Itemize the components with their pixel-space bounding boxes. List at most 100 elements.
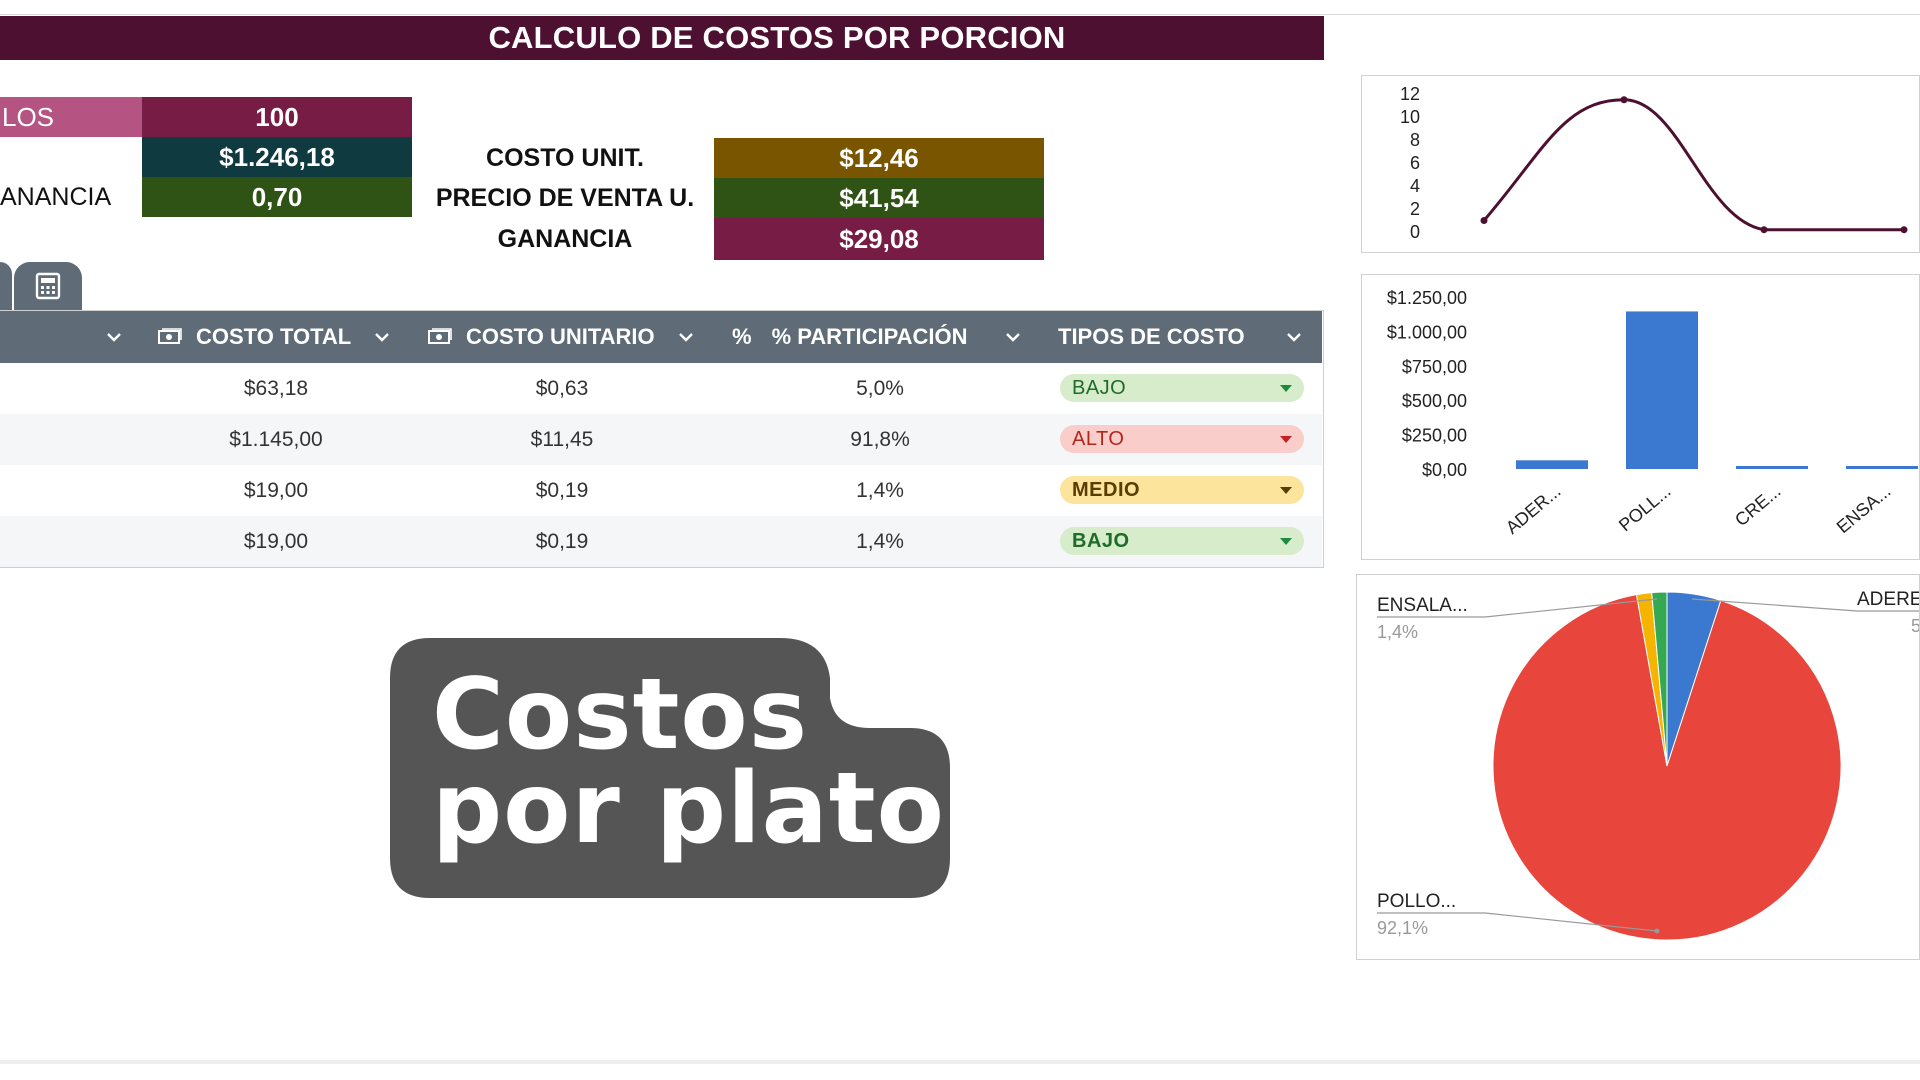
bar[interactable]: [1846, 466, 1918, 469]
line-ytick-label: 12: [1400, 84, 1420, 104]
th-costo-unitario[interactable]: COSTO UNITARIO: [428, 311, 655, 363]
costo-unit-value[interactable]: $12,46: [714, 138, 1044, 178]
cell-participacion[interactable]: 5,0%: [856, 376, 904, 400]
cell-participacion[interactable]: 1,4%: [856, 529, 904, 553]
cell-costo-total[interactable]: $19,00: [243, 529, 309, 553]
th-participacion-label: % PARTICIPACIÓN: [771, 324, 968, 349]
ganancia-label: GANANCIA: [497, 224, 633, 253]
chevron-down-icon[interactable]: [1003, 327, 1023, 347]
bar[interactable]: [1736, 466, 1808, 469]
pie-chart-svg: ENSALA... 1,4% ADERE 5 POLLO... 92,1%: [1377, 589, 1920, 941]
th-participacion[interactable]: % % PARTICIPACIÓN: [732, 311, 968, 363]
cell-costo-unitario[interactable]: $0,19: [535, 529, 589, 553]
summary-label-3: ANANCIA: [0, 182, 112, 211]
line-series: [1482, 98, 1904, 232]
table-row[interactable]: $63,18 $0,63 5,0% BAJO: [0, 363, 1322, 414]
dropdown-arrow-icon[interactable]: [1280, 487, 1292, 494]
chevron-down-icon[interactable]: [676, 327, 696, 347]
pie-leader-dot: [1654, 928, 1660, 934]
pie-chart[interactable]: ENSALA... 1,4% ADERE 5 POLLO... 92,1%: [1356, 574, 1920, 960]
cell-costo-unitario[interactable]: $11,45: [530, 427, 594, 451]
chevron-down-icon[interactable]: [1284, 327, 1304, 347]
precio-venta-label: PRECIO DE VENTA U.: [435, 183, 695, 212]
chevron-down-icon[interactable]: [372, 327, 392, 347]
line-point: [1760, 226, 1768, 234]
pie-leader-line: [1377, 598, 1658, 618]
cell-participacion[interactable]: 1,4%: [856, 478, 904, 502]
cell-costo-unitario[interactable]: $0,63: [535, 376, 589, 400]
bottom-divider: [0, 1060, 1920, 1064]
th-costo-total-label: COSTO TOTAL: [196, 324, 352, 349]
ganancia-value[interactable]: $29,08: [714, 218, 1044, 260]
tipo-chip[interactable]: BAJO: [1060, 527, 1304, 555]
line-ytick-label: 6: [1410, 153, 1420, 173]
line-ytick-label: 8: [1410, 130, 1420, 150]
summary-value-2[interactable]: $1.246,18: [142, 137, 412, 177]
chevron-down-icon[interactable]: [104, 327, 124, 347]
bar[interactable]: [1626, 311, 1698, 469]
table-tab-edge[interactable]: [0, 262, 12, 310]
line-point: [1620, 96, 1628, 104]
bar-ytick-label: $0,00: [1422, 460, 1467, 480]
th-costo-total[interactable]: COSTO TOTAL: [158, 311, 351, 363]
cell-costo-total[interactable]: $63,18: [243, 376, 309, 400]
tipo-chip[interactable]: ALTO: [1060, 425, 1304, 453]
percent-icon: %: [732, 324, 752, 349]
table-row[interactable]: $19,00 $0,19 1,4% MEDIO: [0, 465, 1322, 516]
bar-ytick-label: $1.250,00: [1387, 288, 1467, 308]
cell-costo-total[interactable]: $1.145,00: [229, 427, 323, 451]
overlay-line-2: por plato: [432, 752, 945, 866]
bar[interactable]: [1516, 460, 1588, 469]
bar-ytick-label: $750,00: [1402, 357, 1467, 377]
tipo-chip[interactable]: MEDIO: [1060, 476, 1304, 504]
table-header: COSTO TOTAL COSTO UNITARIO % % PARTICIPA…: [0, 311, 1322, 363]
overlay-title: Costos por plato: [432, 658, 945, 866]
pie-slice[interactable]: [1492, 594, 1842, 941]
line-point: [1900, 226, 1908, 234]
line-point: [1480, 217, 1488, 224]
line-ytick-label: 0: [1410, 222, 1420, 242]
th-tipos-costo[interactable]: TIPOS DE COSTO: [1058, 311, 1245, 363]
th-costo-unitario-label: COSTO UNITARIO: [466, 324, 655, 349]
money-icon: [158, 328, 182, 344]
money-icon: [428, 328, 452, 344]
table-row[interactable]: $19,00 $0,19 1,4% BAJO: [0, 516, 1322, 567]
pie-label: ADERE: [1857, 589, 1920, 610]
bar-chart-svg: $1.250,00 $1.000,00 $750,00 $500,00 $250,00 $…: [1387, 288, 1918, 538]
th-tipos-costo-label: TIPOS DE COSTO: [1058, 324, 1245, 349]
cell-participacion[interactable]: 91,8%: [850, 427, 910, 451]
sheet-title: CALCULO DE COSTOS POR PORCION: [488, 20, 1066, 55]
overlay-line-1: Costos: [432, 658, 809, 772]
pie-pct: 5: [1911, 616, 1920, 636]
table-view-tab[interactable]: [14, 262, 82, 310]
costo-unit-label: COSTO UNIT.: [486, 143, 644, 172]
tipo-chip-label: MEDIO: [1072, 478, 1141, 501]
summary-label-1-text: LOS: [2, 101, 55, 132]
bar-category-label: POLL...: [1615, 481, 1675, 536]
line-ytick-label: 2: [1410, 199, 1420, 219]
pie-leader-line: [1377, 912, 1658, 932]
cell-costo-unitario[interactable]: $0,19: [535, 478, 589, 502]
top-divider: [0, 14, 1920, 15]
bar-ytick-label: $1.000,00: [1387, 322, 1467, 342]
sheet-title-banner: CALCULO DE COSTOS POR PORCION: [0, 16, 1324, 60]
title-overlay-shape: [390, 638, 950, 898]
tipo-chip[interactable]: BAJO: [1060, 374, 1304, 402]
pie-label: ENSALA...: [1377, 595, 1468, 616]
dropdown-arrow-icon[interactable]: [1280, 436, 1292, 443]
dropdown-arrow-icon[interactable]: [1280, 385, 1292, 392]
line-ytick-label: 10: [1400, 107, 1420, 127]
line-chart[interactable]: 12 10 8 6 4 2 0: [1361, 75, 1920, 253]
cell-costo-total[interactable]: $19,00: [243, 478, 309, 502]
pie-leader-line: [1691, 598, 1919, 612]
bar-chart[interactable]: $1.250,00 $1.000,00 $750,00 $500,00 $250,00 $…: [1361, 274, 1920, 560]
bar-category-label: ENSA...: [1833, 481, 1895, 537]
dropdown-arrow-icon[interactable]: [1280, 538, 1292, 545]
table-row[interactable]: $1.145,00 $11,45 91,8% ALTO: [0, 414, 1322, 465]
line-chart-svg: 12 10 8 6 4 2 0: [1400, 84, 1908, 242]
tipo-chip-label: BAJO: [1072, 529, 1130, 552]
summary-value-1[interactable]: 100: [142, 97, 412, 137]
summary-value-3[interactable]: 0,70: [142, 177, 412, 217]
precio-venta-value[interactable]: $41,54: [714, 178, 1044, 218]
pie-slice[interactable]: [1651, 591, 1668, 767]
